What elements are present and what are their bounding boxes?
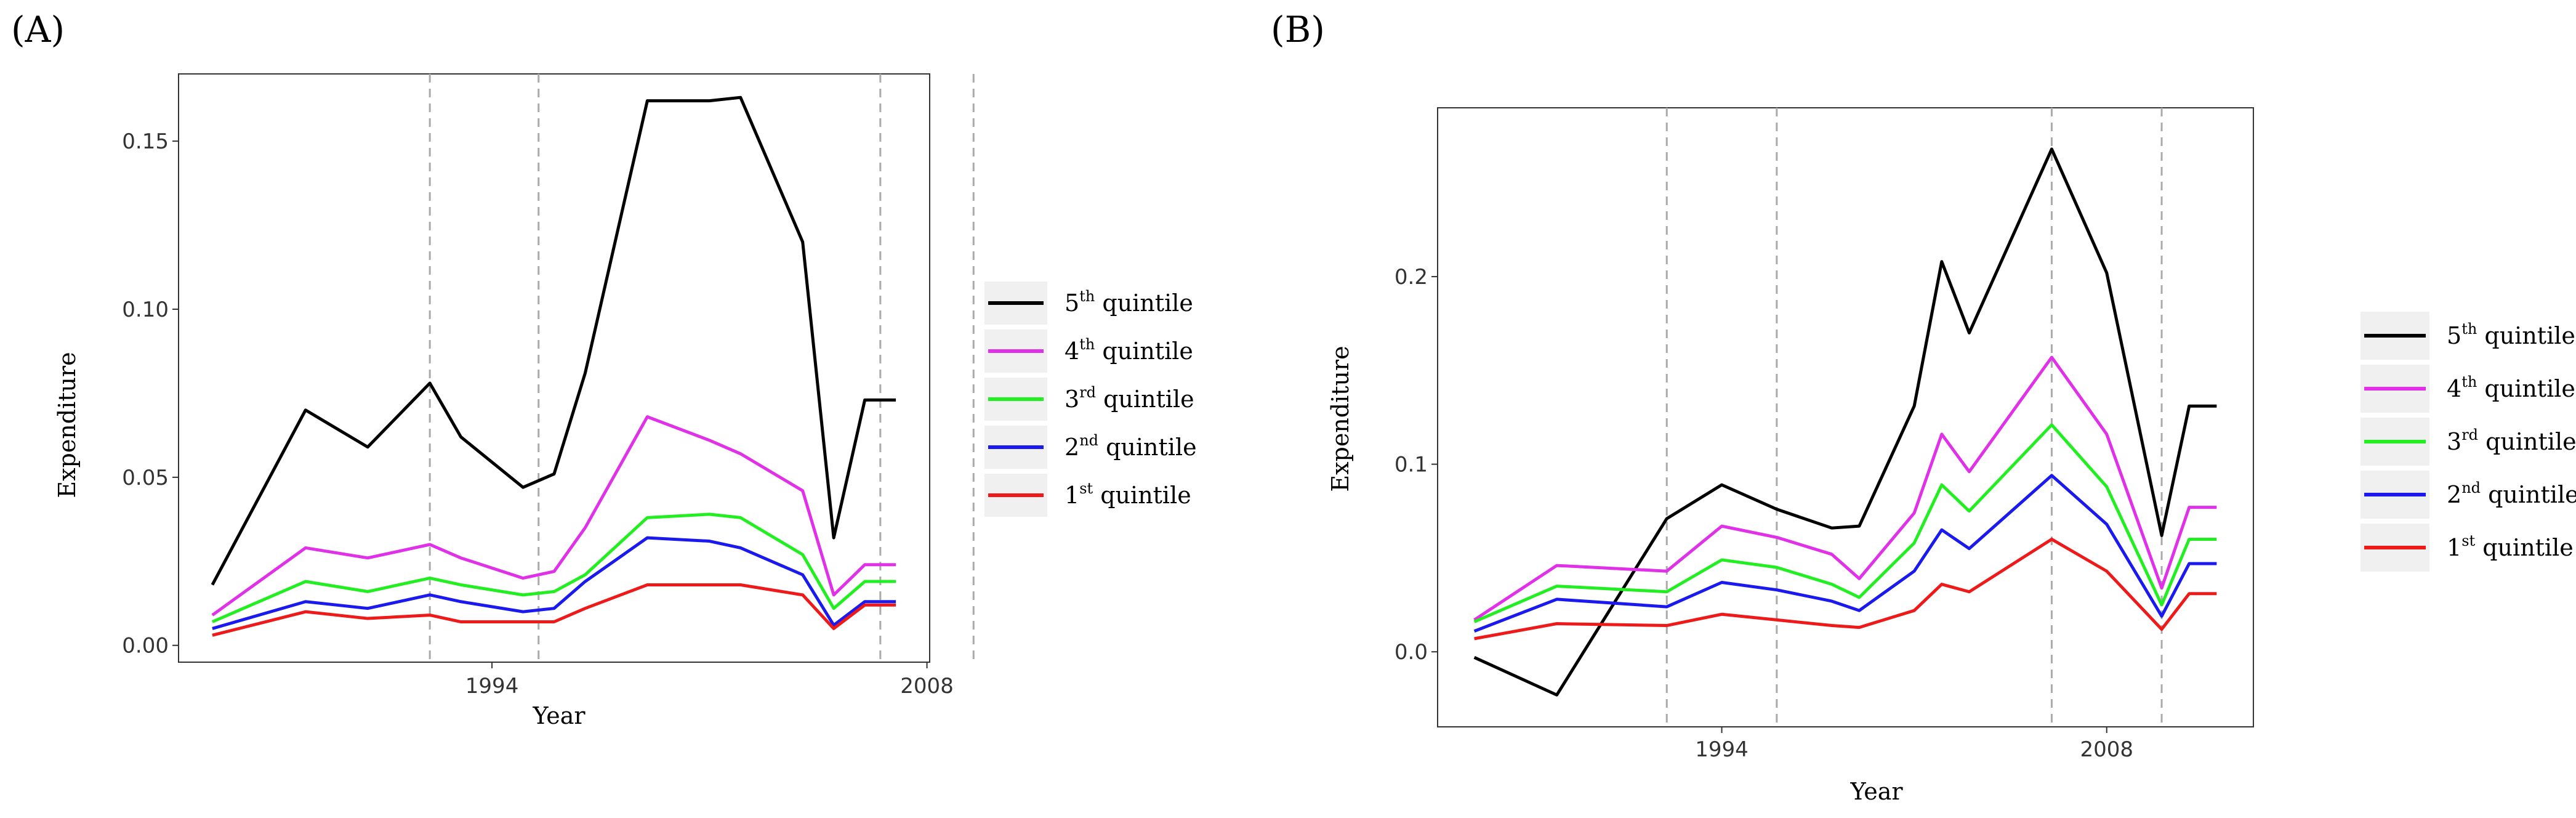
legend-label: 1st quintile — [2447, 532, 2574, 561]
y-tick-label: 0.1 — [1395, 453, 1428, 477]
legend-label: 4th quintile — [2447, 373, 2575, 402]
legend-label: 4th quintile — [1065, 336, 1193, 365]
chart-panel-a: (A) 0.00 0.05 0.10 0.15 1994 2008 Year Expenditu… — [11, 9, 1197, 729]
series-line-5th-quintile — [211, 95, 896, 586]
y-tick-label: 0.0 — [1395, 640, 1428, 665]
chart-panel-b: (B) 0.0 0.1 0.2 1994 2008 Year Expenditure 5th q… — [1271, 9, 2576, 805]
plot-frame — [1437, 107, 2254, 727]
x-tick-label: 2008 — [2080, 737, 2133, 762]
x-tick-label: 2008 — [900, 674, 954, 699]
y-tick-label: 0.10 — [122, 298, 169, 322]
legend-label: 3rd quintile — [1065, 384, 1194, 413]
y-tick-label: 0.05 — [122, 466, 169, 490]
x-axis-title: Year — [532, 702, 586, 729]
legend: 5th quintile 4th quintile 3rd quintile 2nd … — [984, 281, 1197, 517]
series-line-5th-quintile — [1473, 147, 2217, 697]
panel-label: (B) — [1271, 9, 1325, 51]
y-axis-title: Expenditure — [54, 352, 81, 498]
legend-label: 3rd quintile — [2447, 426, 2576, 455]
legend-label: 5th quintile — [2447, 320, 2575, 349]
legend: 5th quintile 4th quintile 3rd quintile 2nd … — [2361, 312, 2576, 572]
plot-frame — [178, 73, 930, 663]
series-line-1st-quintile — [212, 583, 896, 637]
legend-label: 5th quintile — [1065, 288, 1193, 317]
legend-label: 1st quintile — [1065, 480, 1191, 509]
y-tick-label: 0.2 — [1395, 265, 1428, 290]
x-tick-label: 1994 — [1695, 737, 1749, 762]
series-line-2nd-quintile — [212, 536, 896, 630]
series-line-2nd-quintile — [1473, 474, 2217, 633]
y-axis-title: Expenditure — [1327, 346, 1354, 492]
series-line-4th-quintile — [1473, 355, 2217, 622]
x-axis-title: Year — [1849, 778, 1903, 805]
y-tick-label: 0.15 — [122, 129, 169, 154]
legend-label: 2nd quintile — [2447, 479, 2576, 508]
series-line-1st-quintile — [1474, 537, 2217, 641]
series-line-4th-quintile — [211, 415, 896, 617]
series-line-3rd-quintile — [1473, 423, 2217, 623]
legend-label: 2nd quintile — [1065, 432, 1197, 461]
panel-label: (A) — [11, 9, 65, 51]
x-tick-label: 1994 — [465, 674, 519, 699]
y-tick-label: 0.00 — [122, 634, 169, 658]
series-line-3rd-quintile — [211, 512, 896, 623]
